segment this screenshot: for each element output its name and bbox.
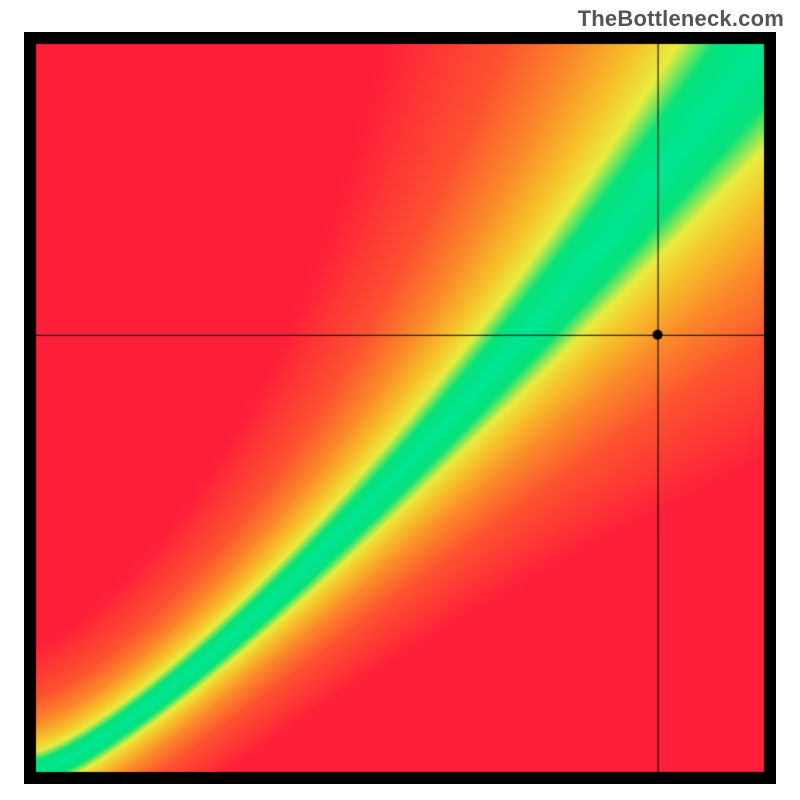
plot-frame — [24, 32, 776, 784]
watermark-text: TheBottleneck.com — [578, 6, 784, 32]
chart-container: TheBottleneck.com — [0, 0, 800, 800]
heatmap-canvas — [24, 32, 776, 784]
